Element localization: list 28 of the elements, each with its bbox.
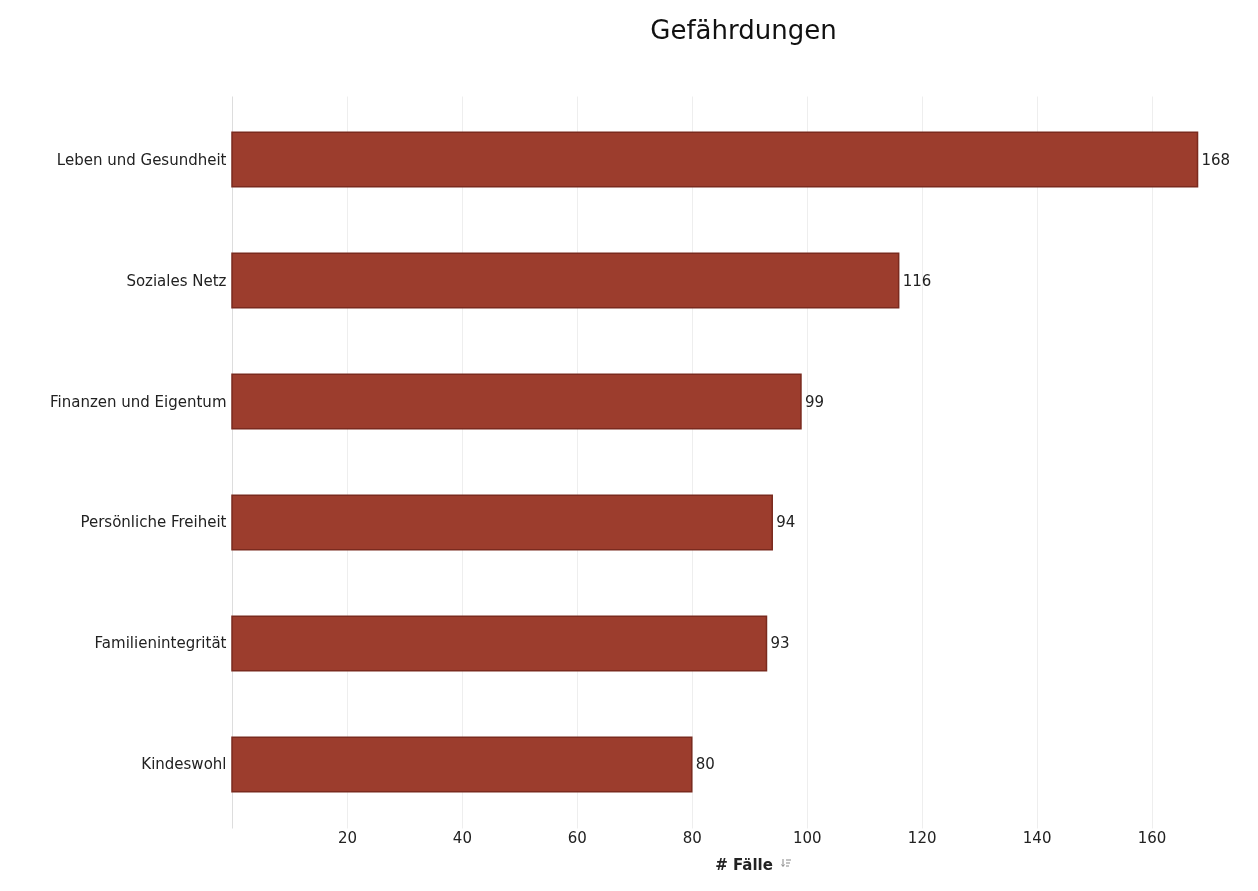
y-tick-label: Finanzen und Eigentum bbox=[50, 392, 227, 411]
chart-title: Gefährdungen bbox=[650, 15, 837, 45]
x-tick-label: 20 bbox=[337, 828, 357, 847]
bar bbox=[231, 373, 802, 430]
data-label: 116 bbox=[902, 271, 932, 290]
bar bbox=[231, 252, 900, 309]
y-tick-label: Persönliche Freiheit bbox=[80, 513, 227, 532]
y-tick-label: Familienintegrität bbox=[94, 634, 227, 653]
y-tick-label: Kindeswohl bbox=[141, 755, 227, 774]
x-tick-label: 100 bbox=[792, 828, 822, 847]
data-label: 94 bbox=[776, 513, 796, 532]
bar bbox=[231, 131, 1199, 188]
x-tick-label: 120 bbox=[907, 828, 937, 847]
x-axis-title: # Fälle bbox=[715, 855, 773, 874]
data-label: 99 bbox=[804, 392, 825, 411]
data-label: 80 bbox=[695, 755, 715, 774]
data-label: 168 bbox=[1201, 150, 1231, 169]
x-tick-label: 160 bbox=[1137, 828, 1167, 847]
bar bbox=[231, 736, 693, 793]
x-tick-label: 40 bbox=[452, 828, 472, 847]
data-label: 93 bbox=[770, 634, 790, 653]
bar bbox=[231, 494, 773, 551]
y-tick-label: Soziales Netz bbox=[126, 271, 227, 290]
x-tick-label: 80 bbox=[682, 828, 702, 847]
x-tick-label: 140 bbox=[1022, 828, 1052, 847]
x-tick-label: 60 bbox=[567, 828, 587, 847]
bar bbox=[231, 615, 768, 672]
y-tick-label: Leben und Gesundheit bbox=[56, 150, 227, 169]
